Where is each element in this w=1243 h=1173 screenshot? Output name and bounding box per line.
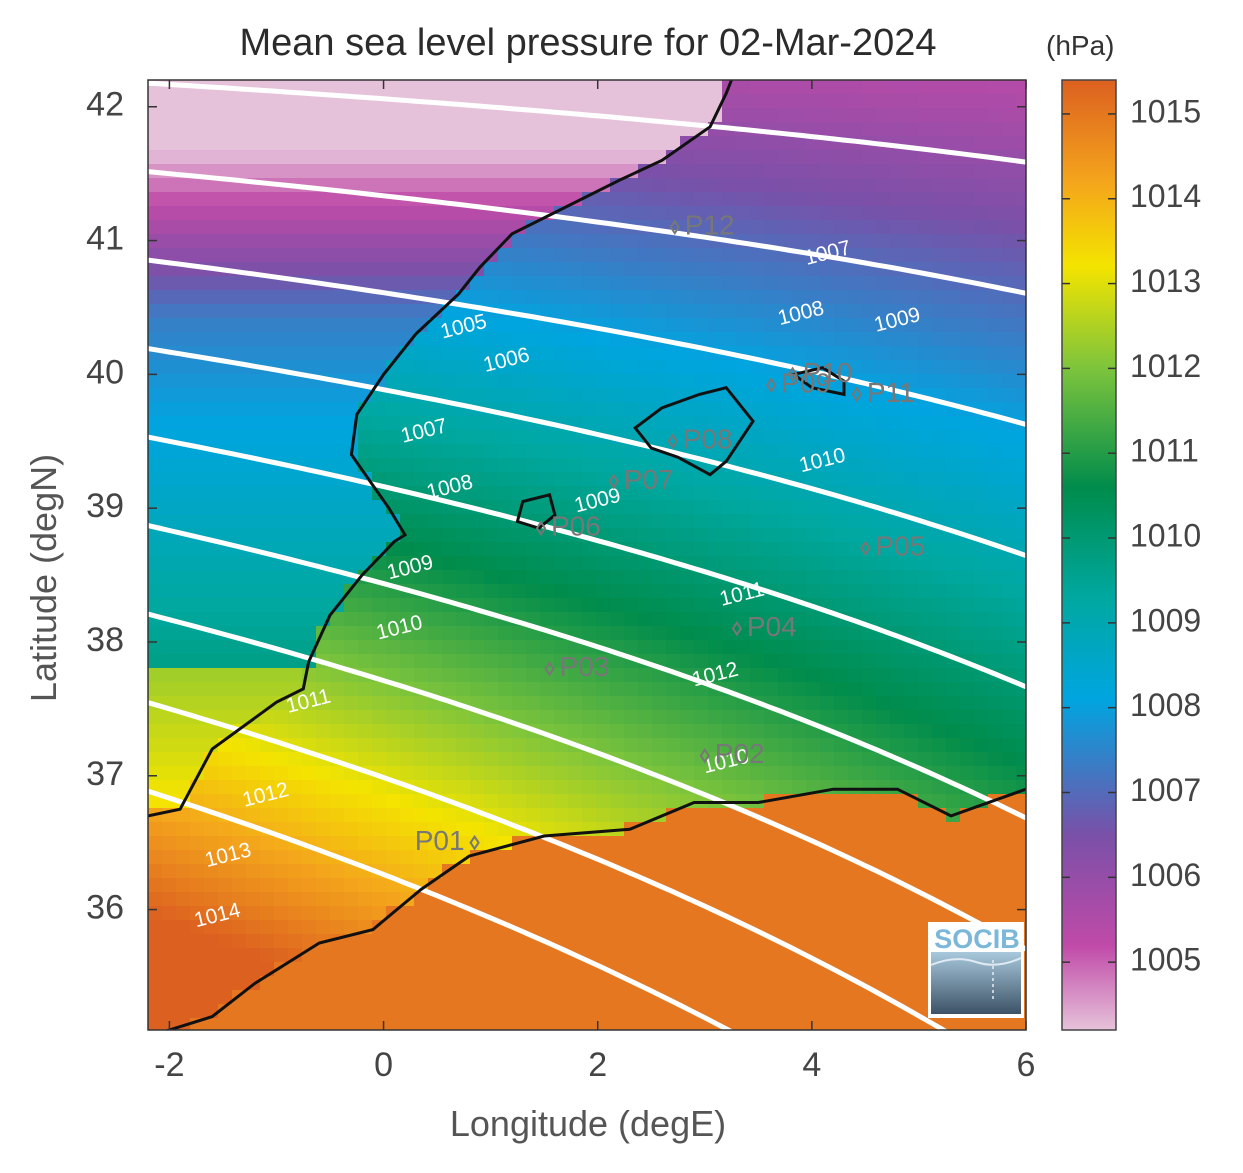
x-tick-label: -2 <box>154 1046 184 1084</box>
colorbar-tick-label: 1011 <box>1130 433 1199 469</box>
colorbar-tick-label: 1010 <box>1130 517 1201 553</box>
x-axis-ticks: -2 0 2 4 6 <box>154 80 1035 1084</box>
station-label: P12 <box>685 210 735 241</box>
station-marker <box>851 386 863 403</box>
station-marker <box>860 540 871 557</box>
colorbar-tick-label: 1014 <box>1130 178 1201 214</box>
isobar-lines <box>148 80 1026 1030</box>
station-marker <box>544 660 555 677</box>
y-tick-label: 40 <box>86 353 124 391</box>
station-marker <box>469 834 480 851</box>
station-label: P02 <box>715 738 765 769</box>
station-marker <box>787 366 798 383</box>
colorbar <box>1061 79 1117 1031</box>
x-axis-label: Longitude (degE) <box>449 1103 727 1144</box>
station-label: P05 <box>875 531 925 562</box>
station-marker <box>535 520 547 537</box>
colorbar-tick-label: 1006 <box>1130 857 1201 893</box>
station-marker <box>608 473 619 490</box>
station-label: P01 <box>415 825 465 856</box>
y-tick-label: 38 <box>86 621 124 659</box>
x-tick-label: 4 <box>802 1046 821 1084</box>
station-label: P08 <box>683 424 733 455</box>
x-tick-label: 6 <box>1017 1046 1036 1084</box>
station-label: P11 <box>867 377 915 408</box>
station-marker <box>669 219 681 235</box>
colorbar-tick-label: 1015 <box>1130 93 1201 129</box>
station-label: P10 <box>803 357 853 388</box>
chart-title: Mean sea level pressure for 02-Mar-2024 <box>239 22 937 64</box>
y-tick-label: 41 <box>86 220 124 258</box>
logo-label: SOCIB <box>934 924 1020 954</box>
station-marker <box>731 620 743 637</box>
y-tick-label: 37 <box>86 755 124 793</box>
station-label: P06 <box>551 511 601 542</box>
y-axis-ticks: 36 37 38 39 40 41 42 <box>86 86 1026 927</box>
y-axis-label: Latitude (degN) <box>23 453 64 703</box>
colorbar-unit: (hPa) <box>1046 30 1115 61</box>
pressure-field <box>148 80 1026 1030</box>
colorbar-tick-label: 1012 <box>1130 348 1201 384</box>
y-tick-label: 39 <box>86 487 124 525</box>
coastline <box>148 80 1026 1030</box>
y-tick-label: 42 <box>86 86 124 124</box>
colorbar-tick-label: 1009 <box>1130 602 1201 638</box>
x-tick-label: 2 <box>588 1046 607 1084</box>
station-marker <box>667 433 678 450</box>
x-tick-label: 0 <box>374 1046 393 1084</box>
station-label: P03 <box>560 651 610 682</box>
y-tick-label: 36 <box>86 889 124 927</box>
station-marker <box>765 377 777 393</box>
colorbar-tick-label: 1008 <box>1130 687 1201 723</box>
colorbar-tick-label: 1013 <box>1130 263 1201 299</box>
socib-logo <box>928 922 1024 1018</box>
map-frame <box>147 79 1027 1031</box>
station-marker <box>699 747 710 764</box>
colorbar-tick-label: 1005 <box>1130 942 1201 978</box>
colorbar-ticks: 1005 1006 1007 1008 1009 1010 1011 1012 1013 1014… <box>1062 93 1201 978</box>
colorbar-tick-label: 1007 <box>1130 772 1201 808</box>
station-label: P04 <box>747 611 797 642</box>
station-label: P07 <box>624 464 674 495</box>
